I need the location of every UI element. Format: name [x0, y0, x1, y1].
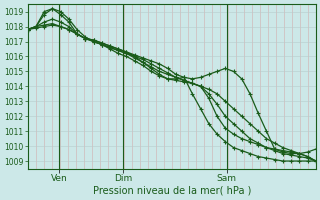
X-axis label: Pression niveau de la mer( hPa ): Pression niveau de la mer( hPa ): [92, 186, 251, 196]
